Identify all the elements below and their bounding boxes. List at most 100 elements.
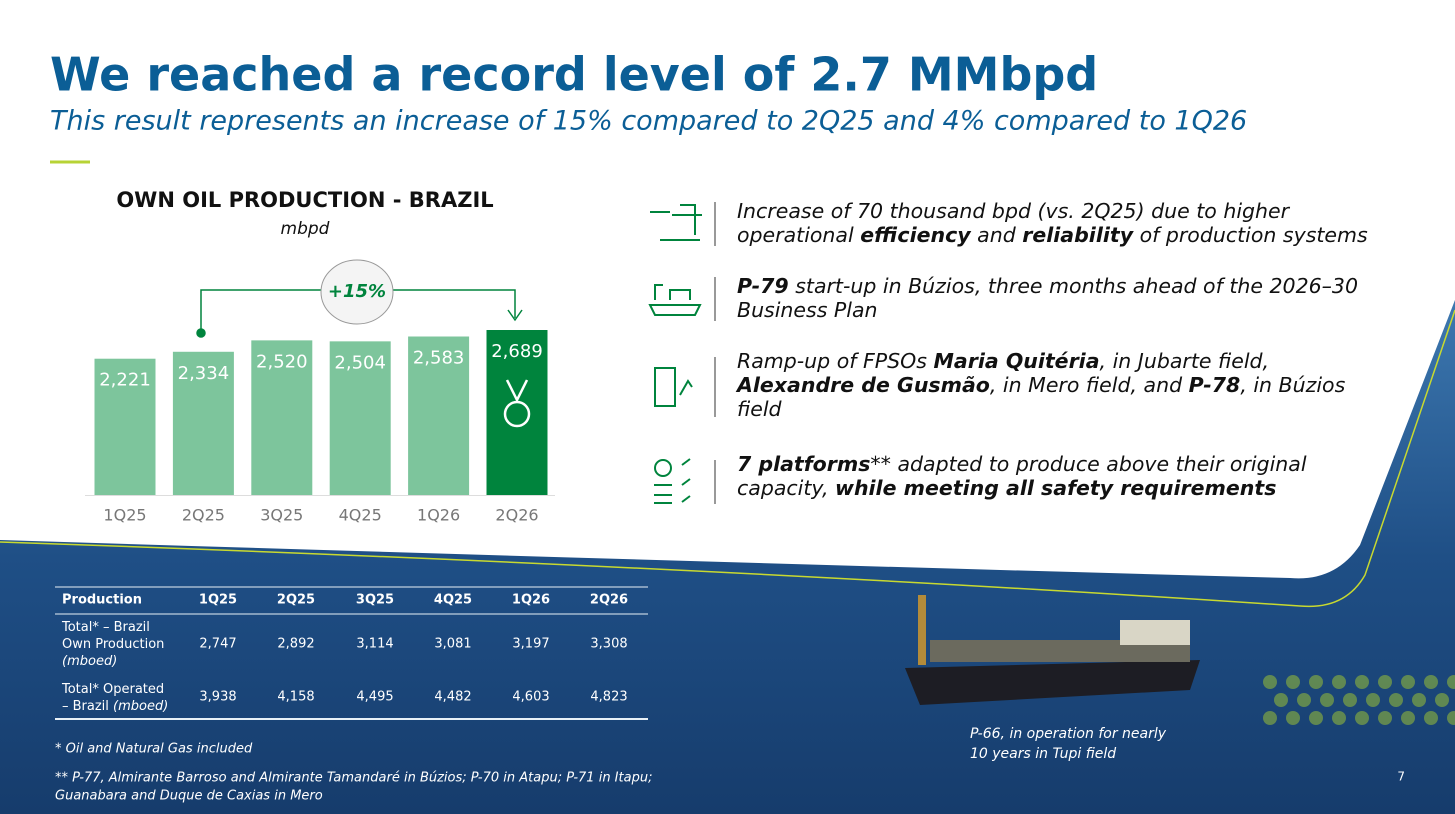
text-segment: , in Mero field, and: [990, 373, 1189, 397]
dot: [1274, 693, 1288, 707]
dot-pattern: [1263, 675, 1455, 725]
value-label: 2,583: [413, 348, 465, 369]
text-segment: Ramp-up of FPSOs: [737, 349, 933, 373]
text-segment: Own Production: [62, 637, 164, 652]
bullet-line: field: [737, 397, 783, 421]
dot: [1309, 675, 1323, 689]
dot: [1366, 693, 1380, 707]
dot: [1378, 675, 1392, 689]
text-segment: (mboed): [62, 654, 117, 669]
dot: [1332, 711, 1346, 725]
x-tick-label: 2Q25: [182, 506, 225, 525]
dot: [1297, 693, 1311, 707]
value-label: 2,689: [491, 341, 543, 362]
value-label: 2,504: [334, 352, 386, 373]
table-header: 1Q26: [512, 593, 550, 608]
dot: [1424, 675, 1438, 689]
footnote: * Oil and Natural Gas included: [55, 742, 253, 757]
text-segment: field: [737, 397, 783, 421]
text-segment: Maria Quitéria: [933, 349, 1099, 373]
text-segment: P-79: [737, 274, 789, 298]
bullet-line: capacity, while meeting all safety requi…: [737, 476, 1276, 500]
text-segment: efficiency: [860, 223, 972, 247]
dot: [1343, 693, 1357, 707]
icons: [648, 204, 702, 504]
table-header: 2Q26: [590, 593, 628, 608]
dot: [1401, 711, 1415, 725]
row-label: Total* – Brazil: [61, 620, 150, 635]
table-cell: 3,938: [199, 690, 236, 705]
x-tick-label: 3Q25: [260, 506, 303, 525]
dot: [1320, 693, 1334, 707]
table-cell: 4,158: [277, 690, 314, 705]
bullet-line: 7 platforms** adapted to produce above t…: [737, 452, 1307, 476]
table-cell: 2,747: [199, 637, 236, 652]
text-segment: ** adapted to produce above their origin…: [870, 452, 1306, 476]
footnote: Guanabara and Duque de Caxias in Mero: [55, 789, 323, 804]
table-header: 1Q25: [199, 593, 237, 608]
text-segment: start-up in Búzios, three months ahead o…: [789, 274, 1358, 298]
x-tick-label: 4Q25: [339, 506, 382, 525]
bar: [251, 340, 313, 495]
ribbon: [505, 379, 529, 403]
dot: [1263, 675, 1277, 689]
bar: [408, 336, 470, 495]
text-segment: Increase of 70 thousand bpd (vs. 2Q25) d…: [737, 199, 1291, 223]
dot: [1355, 711, 1369, 725]
bar: [94, 358, 156, 495]
row-label: (mboed): [62, 654, 117, 669]
bar: [486, 330, 548, 495]
dot: [1378, 711, 1392, 725]
x-tick-label: 1Q25: [103, 506, 146, 525]
title: We reached a record level of 2.7 MMbpd: [50, 48, 1098, 102]
footnote: ** P-77, Almirante Barroso and Almirante…: [55, 771, 652, 786]
text-segment: Total* Operated: [61, 682, 164, 697]
table-cell: 3,197: [512, 637, 549, 652]
chart-unit: mbpd: [281, 219, 330, 239]
dot: [1412, 693, 1426, 707]
table-header: 4Q25: [434, 593, 472, 608]
accent-line: [0, 309, 1455, 608]
text-segment: , in Búzios: [1240, 373, 1345, 397]
bullet-line: operational efficiency and reliability o…: [737, 223, 1368, 247]
table-cell: 4,482: [434, 690, 471, 705]
table-cell: 3,114: [356, 637, 393, 652]
dot: [1332, 675, 1346, 689]
text-segment: capacity,: [737, 476, 835, 500]
bullet-line: Alexandre de Gusmão, in Mero field, and …: [735, 373, 1346, 397]
text-segment: and: [971, 223, 1023, 247]
table-header: 3Q25: [356, 593, 394, 608]
dot: [1263, 711, 1277, 725]
dot: [1309, 711, 1323, 725]
bullet-line: Ramp-up of FPSOs Maria Quitéria, in Juba…: [737, 349, 1269, 373]
row-label: Total* Operated: [61, 682, 164, 697]
row-label: Own Production: [62, 637, 164, 652]
text-segment: while meeting all safety requirements: [835, 476, 1276, 500]
table-header: 2Q25: [277, 593, 315, 608]
page-number: 7: [1397, 770, 1405, 784]
table-cell: 4,495: [356, 690, 393, 705]
photo-caption: 10 years in Tupi field: [970, 746, 1116, 762]
medal-icon: [503, 379, 531, 428]
dot: [1286, 711, 1300, 725]
dot: [1286, 675, 1300, 689]
text-segment: Business Plan: [737, 298, 878, 322]
ship: [905, 595, 1200, 705]
subtitle: This result represents an increase of 15…: [50, 106, 1247, 137]
annotation: +15%: [328, 281, 386, 302]
text-segment: Alexandre de Gusmão: [735, 373, 990, 397]
table-cell: 4,603: [512, 690, 549, 705]
table-rules: [55, 586, 648, 720]
value-label: 2,520: [256, 351, 308, 372]
text-segment: operational: [737, 223, 860, 247]
medal: [503, 400, 531, 428]
dot: [1447, 711, 1455, 725]
value-label: 2,221: [99, 370, 151, 391]
bullet-line: P-79 start-up in Búzios, three months ah…: [737, 274, 1358, 298]
dot: [1424, 711, 1438, 725]
dot: [1435, 693, 1449, 707]
bullet-line: Increase of 70 thousand bpd (vs. 2Q25) d…: [737, 199, 1291, 223]
text-segment: 7 platforms: [737, 452, 870, 476]
